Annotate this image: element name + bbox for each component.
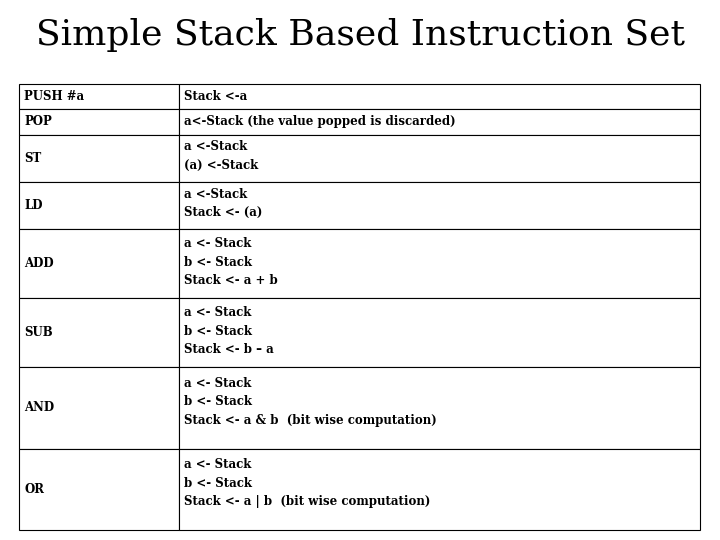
Text: LD: LD: [24, 199, 43, 212]
Text: Simple Stack Based Instruction Set: Simple Stack Based Instruction Set: [35, 18, 685, 52]
Text: Stack <-a: Stack <-a: [184, 90, 248, 103]
Text: a <- Stack
b <- Stack
Stack <- a & b  (bit wise computation): a <- Stack b <- Stack Stack <- a & b (bi…: [184, 377, 437, 427]
Text: a <- Stack
b <- Stack
Stack <- a + b: a <- Stack b <- Stack Stack <- a + b: [184, 238, 278, 287]
Text: ST: ST: [24, 152, 42, 165]
Text: POP: POP: [24, 116, 53, 129]
Text: a <-Stack
Stack <- (a): a <-Stack Stack <- (a): [184, 187, 263, 219]
Text: a <- Stack
b <- Stack
Stack <- a | b  (bit wise computation): a <- Stack b <- Stack Stack <- a | b (bi…: [184, 458, 431, 509]
Text: a <-Stack
(a) <-Stack: a <-Stack (a) <-Stack: [184, 140, 258, 172]
Text: a <- Stack
b <- Stack
Stack <- b – a: a <- Stack b <- Stack Stack <- b – a: [184, 306, 274, 356]
Text: PUSH #a: PUSH #a: [24, 90, 85, 103]
Text: ADD: ADD: [24, 257, 54, 270]
Text: a<-Stack (the value popped is discarded): a<-Stack (the value popped is discarded): [184, 116, 456, 129]
Text: OR: OR: [24, 483, 45, 496]
Text: AND: AND: [24, 401, 55, 414]
Text: SUB: SUB: [24, 326, 53, 339]
